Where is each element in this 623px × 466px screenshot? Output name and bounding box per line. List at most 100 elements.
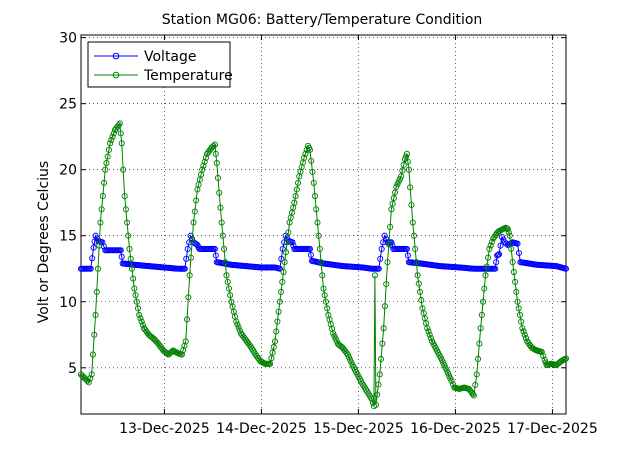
- data-point-temperature: [482, 272, 489, 279]
- data-point-temperature: [185, 294, 192, 301]
- data-point-temperature: [107, 140, 114, 147]
- data-point-temperature: [216, 189, 223, 196]
- data-point-temperature: [474, 355, 482, 363]
- data-point-voltage: [404, 252, 411, 259]
- y-tick-label: 5: [68, 361, 77, 377]
- data-point-temperature: [187, 254, 194, 261]
- data-point-temperature: [388, 206, 395, 213]
- data-point-temperature: [538, 348, 545, 355]
- legend-temperature-label: Temperature: [143, 68, 233, 84]
- data-point-temperature: [376, 371, 383, 378]
- data-point-temperature: [375, 381, 382, 388]
- data-point-temperature: [202, 154, 209, 161]
- data-point-temperature: [469, 391, 476, 398]
- x-tick-label: 17-Dec-2025: [507, 421, 598, 437]
- data-point-temperature: [218, 219, 225, 226]
- data-point-temperature: [309, 168, 316, 175]
- data-point-temperature: [221, 245, 228, 252]
- data-point-temperature: [399, 167, 406, 174]
- data-point-temperature: [522, 335, 530, 342]
- data-point-temperature: [313, 206, 320, 213]
- data-point-voltage: [493, 259, 500, 266]
- data-point-temperature: [377, 355, 385, 363]
- data-point-temperature: [316, 245, 323, 252]
- data-point-temperature: [273, 328, 280, 335]
- data-point-temperature: [125, 232, 132, 239]
- data-point-voltage: [496, 251, 503, 258]
- data-point-voltage: [307, 251, 314, 258]
- data-point-temperature: [186, 272, 193, 279]
- data-point-temperature: [189, 237, 196, 244]
- x-tick-label: 15-Dec-2025: [313, 421, 404, 437]
- data-point-temperature: [224, 278, 231, 285]
- data-point-temperature: [478, 311, 485, 319]
- data-point-temperature: [110, 130, 117, 137]
- data-point-temperature: [134, 305, 142, 312]
- data-point-temperature: [200, 162, 207, 169]
- data-point-temperature: [519, 325, 526, 332]
- data-point-temperature: [293, 186, 300, 193]
- data-point-temperature: [103, 160, 110, 167]
- data-point-temperature: [379, 340, 386, 347]
- data-point-temperature: [407, 184, 414, 191]
- data-point-temperature: [416, 288, 424, 295]
- data-point-voltage: [514, 240, 521, 247]
- data-point-temperature: [368, 396, 376, 403]
- data-point-temperature: [126, 245, 133, 252]
- data-point-temperature: [100, 179, 108, 186]
- y-tick-label: 20: [59, 163, 77, 179]
- data-point-temperature: [321, 292, 328, 299]
- data-point-voltage: [403, 245, 410, 252]
- data-point-temperature: [236, 327, 243, 334]
- data-point-temperature: [390, 195, 397, 202]
- data-point-temperature: [219, 232, 226, 239]
- data-point-temperature: [88, 371, 95, 378]
- data-point-temperature: [387, 223, 394, 230]
- data-point-temperature: [181, 342, 188, 349]
- data-point-temperature: [425, 328, 432, 335]
- x-tick-label: 13-Dec-2025: [119, 421, 210, 437]
- data-point-temperature: [133, 298, 140, 305]
- data-point-temperature: [508, 245, 515, 252]
- data-point-temperature: [311, 193, 319, 200]
- data-point-temperature: [410, 232, 418, 239]
- data-point-temperature: [319, 272, 326, 279]
- legend-voltage-label: Voltage: [144, 49, 197, 65]
- data-point-temperature: [281, 259, 288, 266]
- data-point-temperature: [137, 315, 144, 322]
- data-point-temperature: [476, 340, 483, 347]
- data-point-temperature: [201, 158, 208, 165]
- data-point-temperature: [448, 377, 455, 385]
- data-point-temperature: [97, 219, 104, 226]
- y-tick-label: 15: [59, 229, 77, 245]
- data-point-temperature: [322, 298, 329, 305]
- data-point-temperature: [512, 278, 519, 285]
- data-point-temperature: [314, 219, 321, 226]
- data-point-voltage: [377, 255, 384, 262]
- data-point-temperature: [389, 200, 396, 207]
- data-point-temperature: [117, 130, 124, 137]
- data-point-temperature: [372, 401, 379, 408]
- data-point-temperature: [279, 278, 286, 285]
- data-point-temperature: [374, 391, 381, 398]
- data-point-voltage: [276, 265, 283, 272]
- data-point-temperature: [91, 331, 98, 338]
- data-point-voltage: [89, 255, 96, 262]
- data-point-temperature: [284, 239, 291, 246]
- y-tick-label: 25: [59, 97, 77, 113]
- data-point-temperature: [516, 311, 523, 319]
- data-point-voltage: [278, 255, 285, 262]
- data-point-temperature: [510, 268, 517, 276]
- data-point-temperature: [310, 179, 317, 186]
- data-point-temperature: [191, 208, 198, 215]
- data-point-temperature: [180, 347, 187, 354]
- data-point-temperature: [212, 150, 219, 157]
- data-point-temperature: [225, 285, 232, 292]
- data-point-temperature: [223, 272, 230, 279]
- data-point-temperature: [302, 150, 309, 157]
- data-point-temperature: [514, 298, 521, 305]
- data-point-voltage: [378, 245, 385, 252]
- data-point-temperature: [92, 311, 99, 319]
- data-point-voltage: [184, 245, 191, 252]
- data-point-temperature: [280, 268, 287, 276]
